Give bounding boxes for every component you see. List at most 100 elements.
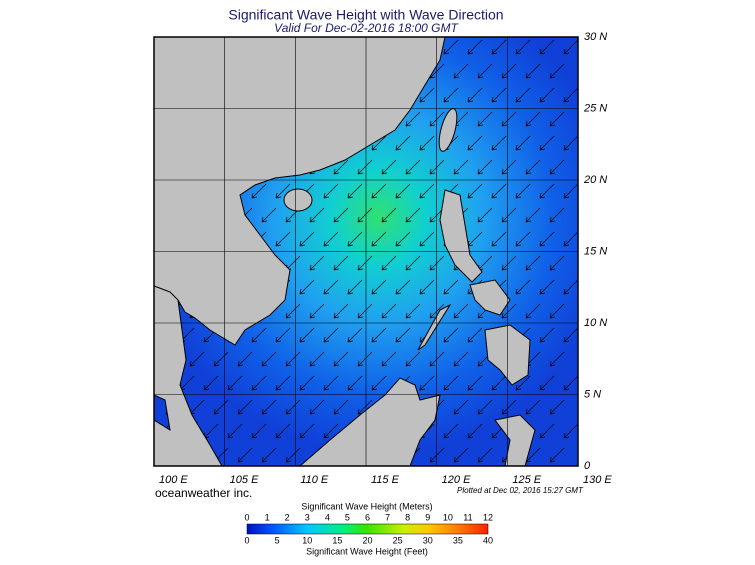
- arrow: [309, 303, 325, 319]
- arrow: [381, 255, 397, 271]
- arrow: [525, 303, 541, 319]
- arrow: [357, 255, 373, 271]
- lon-label: 115 E: [371, 474, 400, 486]
- arrow: [525, 111, 541, 127]
- arrow: [563, 231, 578, 247]
- arrow: [467, 87, 483, 103]
- arrow: [549, 63, 565, 79]
- feet-tick: 0: [244, 535, 249, 545]
- arrow: [501, 255, 517, 271]
- arrow: [539, 39, 555, 55]
- arrow: [419, 183, 435, 199]
- arrow: [549, 399, 565, 415]
- arrow: [549, 447, 565, 463]
- arrow: [467, 183, 483, 199]
- land-mainland: [154, 37, 446, 346]
- arrow: [429, 159, 445, 175]
- arrow: [285, 351, 301, 367]
- lon-label: 105 E: [230, 474, 259, 486]
- arrow: [563, 39, 578, 55]
- arrow: [405, 351, 421, 367]
- arrow: [515, 87, 531, 103]
- title: Significant Wave Height with Wave Direct…: [228, 7, 503, 23]
- arrow: [491, 39, 507, 55]
- arrow: [299, 231, 315, 247]
- arrow: [189, 351, 205, 367]
- arrow: [333, 159, 349, 175]
- arrow: [347, 183, 363, 199]
- lat-label: 0: [584, 460, 591, 472]
- arrow: [453, 351, 469, 367]
- arrow: [285, 303, 301, 319]
- meters-tick: 5: [345, 512, 350, 522]
- arrow: [525, 207, 541, 223]
- meters-tick: 11: [463, 512, 472, 522]
- arrow: [309, 399, 325, 415]
- arrow: [309, 255, 325, 271]
- arrow: [477, 63, 493, 79]
- arrow: [539, 279, 555, 295]
- arrow: [275, 375, 291, 391]
- arrow: [395, 279, 411, 295]
- arrow: [539, 87, 555, 103]
- feet-tick: 40: [483, 535, 493, 545]
- arrow: [275, 327, 291, 343]
- meters-tick: 10: [443, 512, 453, 522]
- lat-label: 25 N: [583, 102, 607, 114]
- arrow: [525, 255, 541, 271]
- arrow: [443, 279, 459, 295]
- arrow: [323, 231, 339, 247]
- arrow: [549, 207, 565, 223]
- arrow: [395, 327, 411, 343]
- arrow: [275, 231, 291, 247]
- land-palawan: [417, 303, 452, 351]
- arrow: [357, 159, 373, 175]
- arrow: [525, 159, 541, 175]
- arrow: [515, 183, 531, 199]
- arrow: [515, 279, 531, 295]
- arrow: [357, 351, 373, 367]
- arrow: [333, 351, 349, 367]
- arrow: [525, 63, 541, 79]
- arrow: [261, 399, 277, 415]
- arrow: [501, 111, 517, 127]
- arrow: [467, 135, 483, 151]
- meters-tick: 1: [265, 512, 270, 522]
- arrow: [563, 135, 578, 151]
- arrow: [285, 399, 301, 415]
- arrow: [395, 231, 411, 247]
- arrow: [309, 207, 325, 223]
- arrow: [549, 159, 565, 175]
- arrow: [405, 159, 421, 175]
- meters-tick: 9: [425, 512, 430, 522]
- arrow: [333, 207, 349, 223]
- arrow: [453, 303, 469, 319]
- lat-label: 30 N: [584, 31, 607, 43]
- arrow: [539, 135, 555, 151]
- arrow: [357, 207, 373, 223]
- arrow: [261, 447, 277, 463]
- feet-tick: 15: [332, 535, 342, 545]
- arrow: [453, 159, 469, 175]
- arrow: [453, 63, 469, 79]
- arrow: [371, 231, 387, 247]
- arrow: [261, 207, 277, 223]
- land-sulawesi: [494, 414, 536, 466]
- lon-label: 120 E: [442, 474, 471, 486]
- arrow: [309, 351, 325, 367]
- arrow: [467, 39, 483, 55]
- plot-time: Plotted at Dec 02, 2016 15:27 GMT: [457, 486, 584, 495]
- land-malay-peninsula: [154, 285, 223, 466]
- lon-label: 130 E: [583, 474, 612, 486]
- arrow: [443, 375, 459, 391]
- feet-tick: 5: [275, 535, 280, 545]
- colorbar-ticks: 0 1 2 3 4 5 6 7 8 9 10 11 120 5 10 15 20 25 30 35 40: [244, 512, 493, 545]
- arrow: [371, 183, 387, 199]
- land-hainan: [283, 188, 313, 212]
- map: [154, 37, 578, 466]
- arrow: [477, 399, 493, 415]
- arrow: [501, 159, 517, 175]
- arrow: [429, 303, 445, 319]
- colorbar: [246, 523, 489, 535]
- map-frame: [153, 36, 579, 467]
